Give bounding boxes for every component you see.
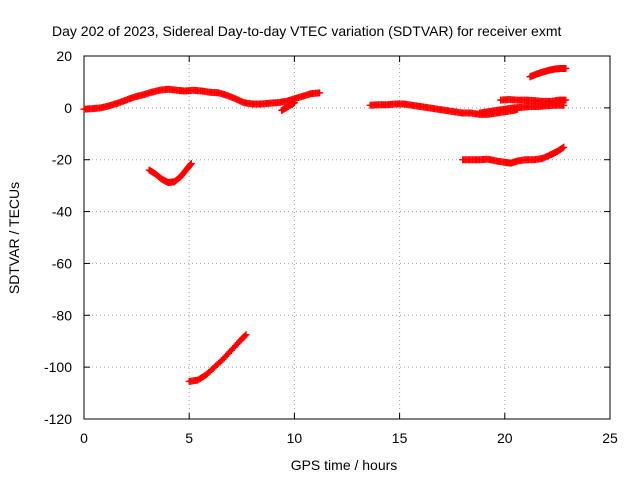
series-track-2 <box>145 160 195 187</box>
y-tick-label: 20 <box>56 48 72 64</box>
series-track-6 <box>476 101 568 117</box>
x-axis-label: GPS time / hours <box>291 457 398 473</box>
data-point <box>241 332 249 340</box>
data-point <box>316 89 324 97</box>
y-tick-label: 0 <box>64 100 72 116</box>
y-tick-label: -80 <box>52 307 72 323</box>
data-point <box>187 160 195 168</box>
series-track-4 <box>185 331 250 385</box>
y-tick-label: -20 <box>52 152 72 168</box>
series-track-1 <box>80 85 324 113</box>
series-track-7 <box>497 96 570 105</box>
x-axis: 0 5 10 15 20 25 <box>80 56 618 446</box>
y-tick-label: -40 <box>52 204 72 220</box>
series-track-9 <box>459 143 568 167</box>
y-tick-label: -60 <box>52 255 72 271</box>
data-point <box>560 143 568 151</box>
grid <box>84 56 610 419</box>
chart-title: Day 202 of 2023, Sidereal Day-to-day VTE… <box>52 23 561 39</box>
data-point <box>562 96 570 104</box>
series-track-8 <box>526 64 570 81</box>
x-tick-label: 15 <box>392 430 408 446</box>
x-tick-label: 10 <box>287 430 303 446</box>
data-point <box>290 99 298 107</box>
x-tick-label: 20 <box>497 430 513 446</box>
y-axis: -120 -100 -80 -60 -40 -20 0 20 <box>44 48 610 427</box>
data-point <box>187 160 195 168</box>
series-track-3 <box>278 99 298 114</box>
y-tick-label: -120 <box>44 411 72 427</box>
y-tick-label: -100 <box>44 359 72 375</box>
data-point <box>242 331 250 339</box>
x-tick-label: 5 <box>185 430 193 446</box>
data-point <box>562 64 570 72</box>
data-series <box>80 64 570 385</box>
y-axis-label: SDTVAR / TECUs <box>6 182 22 294</box>
plot-frame <box>83 55 611 420</box>
x-tick-label: 0 <box>80 430 88 446</box>
x-tick-label: 25 <box>602 430 618 446</box>
